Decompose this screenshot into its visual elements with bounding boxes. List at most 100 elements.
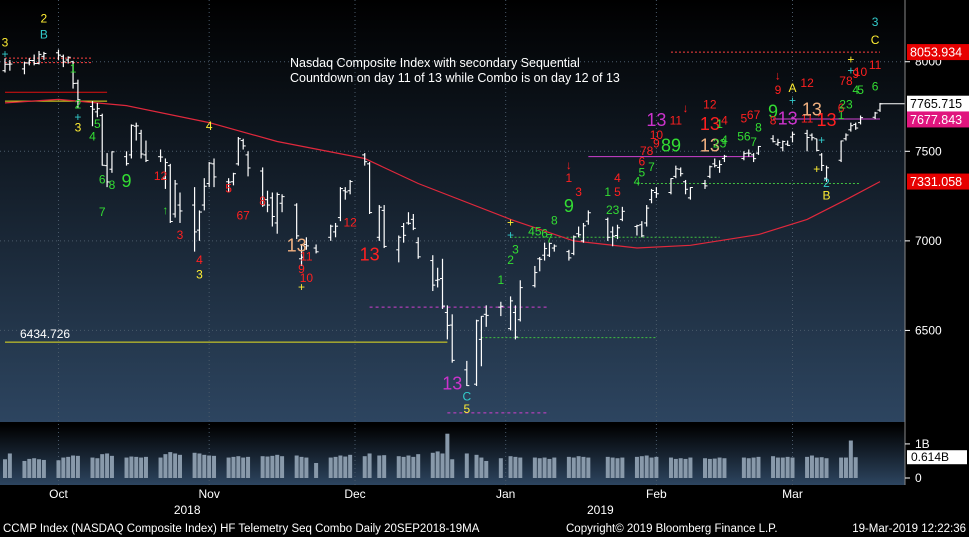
count-label: 9 <box>775 83 782 97</box>
count-label: 4 <box>634 174 641 188</box>
volume-bar <box>314 463 319 478</box>
volume-bar <box>644 455 649 478</box>
volume-bar <box>32 458 37 478</box>
count-label: 12 <box>343 216 357 230</box>
count-label: 5 <box>225 182 232 196</box>
volume-last-label: 0.614B <box>911 450 949 464</box>
volume-bar <box>3 459 7 478</box>
count-label: 4 <box>721 113 728 127</box>
volume-bar <box>163 454 168 478</box>
volume-bar <box>139 457 144 478</box>
count-label: 6 <box>541 226 548 240</box>
price-tag <box>907 44 969 61</box>
count-label: 7 <box>750 135 757 149</box>
level-label: 6434.726 <box>20 327 70 341</box>
volume-bar <box>134 456 139 478</box>
volume-bar <box>304 457 309 478</box>
volume-bar <box>474 454 479 478</box>
footer-bar <box>0 518 969 537</box>
count-label: 3 <box>75 121 82 135</box>
count-label: 13 <box>700 114 720 134</box>
volume-bar <box>275 454 280 478</box>
price-tag-label: 7677.843 <box>910 113 962 127</box>
date-tick-label: Nov <box>198 487 219 501</box>
volume-bar <box>41 459 46 478</box>
volume-bar <box>576 456 581 478</box>
count-label: 23 <box>713 137 727 151</box>
count-label: 5 <box>857 83 864 97</box>
count-label: + <box>813 162 820 176</box>
volume-bar <box>27 458 32 478</box>
volume-bar <box>809 455 814 478</box>
count-label: 6 <box>638 155 645 169</box>
count-label: 13 <box>817 110 837 130</box>
volume-bar <box>853 457 858 478</box>
volume-bar <box>37 459 42 478</box>
count-label: 3 <box>177 228 184 242</box>
volume-bar <box>100 454 105 478</box>
count-label: 7 <box>99 205 106 219</box>
count-label: 56 <box>737 130 751 144</box>
count-label: 8 <box>770 113 777 127</box>
count-label: 67 <box>237 208 251 222</box>
price-tag <box>907 111 969 128</box>
volume-bar <box>683 458 688 478</box>
volume-bar <box>771 456 776 478</box>
volume-axis-ticks: 1B 0 0.614B <box>905 437 967 485</box>
volume-bar <box>513 456 518 478</box>
price-tag-label: 8053.934 <box>910 46 962 60</box>
volume-bar <box>430 452 435 478</box>
count-label: 23 <box>839 97 853 111</box>
count-label: B <box>823 189 831 203</box>
count-label: 8 <box>259 194 266 208</box>
date-tick-label: Mar <box>782 487 803 501</box>
price-tick-label: 7000 <box>915 234 942 248</box>
count-label: + <box>847 53 854 67</box>
volume-bar <box>265 456 270 478</box>
volume-bar <box>668 457 673 478</box>
volume-bar <box>294 455 299 478</box>
count-label: 4 <box>196 253 203 267</box>
volume-bar <box>805 456 810 478</box>
volume-bar <box>839 457 844 478</box>
volume-bar <box>518 457 523 478</box>
volume-bar <box>66 456 71 478</box>
count-label: 4 <box>206 119 213 133</box>
count-label: A <box>788 81 796 95</box>
volume-last-tag <box>907 450 967 465</box>
count-label: 1 <box>838 108 845 122</box>
count-label: ↑ <box>162 203 168 217</box>
volume-bar <box>848 440 853 478</box>
count-label: 1 <box>716 117 723 131</box>
count-label: 1 <box>604 185 611 199</box>
volume-bar <box>90 457 95 478</box>
count-label: + <box>507 228 514 242</box>
count-label: 10 <box>300 271 314 285</box>
volume-bar <box>775 457 780 478</box>
volume-bar <box>464 453 469 478</box>
volume-bar <box>143 456 148 478</box>
volume-bar <box>552 457 557 478</box>
year-label: 2019 <box>587 503 614 517</box>
volume-bar <box>581 456 586 478</box>
footer-center: Copyright© 2019 Bloomberg Finance L.P. <box>566 523 778 535</box>
volume-bar <box>785 456 790 478</box>
price-tag <box>907 173 969 190</box>
volume-bars <box>3 433 858 478</box>
count-label: 13 <box>646 110 666 130</box>
count-label: 9 <box>298 262 305 276</box>
count-label: 11 <box>670 113 683 127</box>
price-tag <box>907 95 969 112</box>
volume-bar <box>343 456 348 478</box>
price-tag-label: 7765.715 <box>910 97 962 111</box>
volume-bar <box>382 455 387 478</box>
count-label: 11 <box>869 58 882 72</box>
annotation-line-2: Countdown on day 11 of 13 while Combo is… <box>290 71 620 85</box>
volume-bar <box>571 457 576 478</box>
volume-bar <box>367 453 372 478</box>
volume-bar <box>756 456 761 478</box>
volume-bar <box>615 458 620 478</box>
count-label: 1 <box>497 273 504 287</box>
count-label: 5 <box>638 165 645 179</box>
